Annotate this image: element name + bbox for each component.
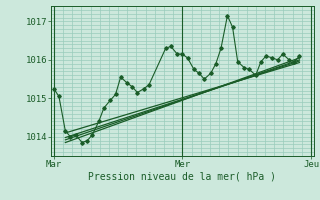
X-axis label: Pression niveau de la mer( hPa ): Pression niveau de la mer( hPa ) <box>88 172 276 182</box>
